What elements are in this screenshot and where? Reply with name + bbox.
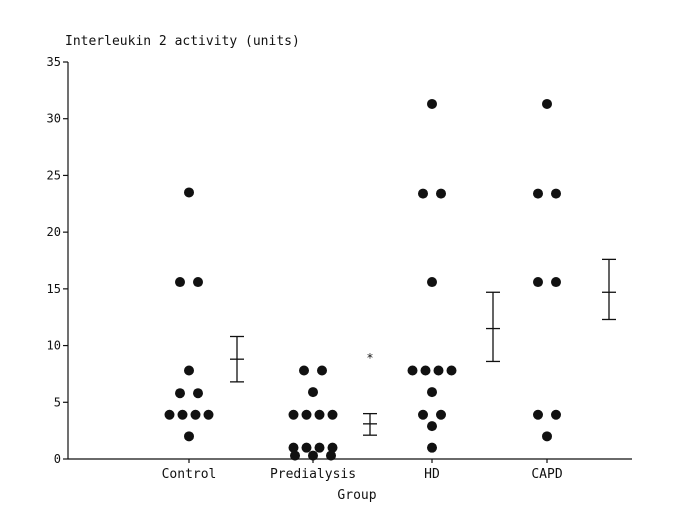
data-point	[420, 365, 431, 376]
data-point	[533, 277, 543, 288]
data-point	[288, 409, 299, 420]
data-point	[418, 188, 428, 199]
data-point	[327, 409, 338, 420]
data-point	[175, 388, 185, 399]
data-point	[551, 409, 561, 420]
data-point	[190, 409, 201, 420]
category-label: Control	[162, 467, 217, 482]
data-point	[436, 409, 446, 420]
data-point	[446, 365, 457, 376]
y-tick-label: 10	[47, 339, 61, 353]
data-point	[436, 188, 446, 199]
x-axis-label: Group	[337, 488, 376, 503]
data-point	[326, 450, 336, 461]
error-bar	[486, 291, 500, 363]
data-point	[407, 365, 418, 376]
error-bar	[602, 258, 616, 321]
y-tick-label: 25	[47, 168, 61, 182]
data-point	[164, 409, 175, 420]
data-point	[288, 442, 299, 453]
y-tick-label: 30	[47, 112, 61, 126]
significance-marker: *	[366, 351, 373, 365]
data-point	[551, 277, 561, 288]
data-point	[317, 365, 327, 376]
data-point	[203, 409, 214, 420]
data-point	[533, 409, 543, 420]
data-point	[301, 442, 312, 453]
data-point	[301, 409, 312, 420]
data-point	[427, 387, 437, 398]
error-bar	[230, 335, 244, 383]
data-point	[551, 188, 561, 199]
y-tick-label: 5	[54, 395, 61, 409]
category-labels: Control Predialysis HD CAPD	[162, 459, 563, 482]
axes	[67, 62, 632, 460]
data-point	[290, 450, 300, 461]
data-points	[164, 98, 561, 461]
data-point	[427, 421, 437, 432]
data-point	[175, 277, 185, 288]
data-point	[533, 188, 543, 199]
data-point	[427, 98, 437, 109]
data-point	[308, 450, 318, 461]
y-tick-label: 15	[47, 282, 61, 296]
y-tick-label: 20	[47, 225, 61, 239]
error-bar	[363, 412, 377, 436]
data-point	[177, 409, 188, 420]
data-point	[418, 409, 428, 420]
data-point	[299, 365, 309, 376]
category-label: CAPD	[531, 467, 562, 482]
data-point	[314, 442, 325, 453]
data-point	[433, 365, 444, 376]
data-point	[427, 442, 437, 453]
data-point	[542, 431, 552, 442]
data-point	[308, 387, 318, 398]
data-point	[327, 442, 338, 453]
data-point	[314, 409, 325, 420]
category-label: Predialysis	[270, 467, 356, 482]
data-point	[184, 431, 194, 442]
data-point	[184, 365, 194, 376]
data-point	[427, 277, 437, 288]
y-tick-label: 0	[54, 452, 61, 466]
annotations: *	[366, 351, 373, 365]
y-axis-label: Interleukin 2 activity (units)	[65, 34, 300, 49]
data-point	[184, 187, 194, 198]
data-point	[542, 98, 552, 109]
data-point	[193, 277, 203, 288]
y-tick-label: 35	[47, 55, 61, 69]
data-point	[193, 388, 203, 399]
category-label: HD	[424, 467, 440, 482]
y-ticks: 0 5 10 15 20 25 30 35	[47, 55, 68, 466]
error-bars	[230, 258, 616, 436]
